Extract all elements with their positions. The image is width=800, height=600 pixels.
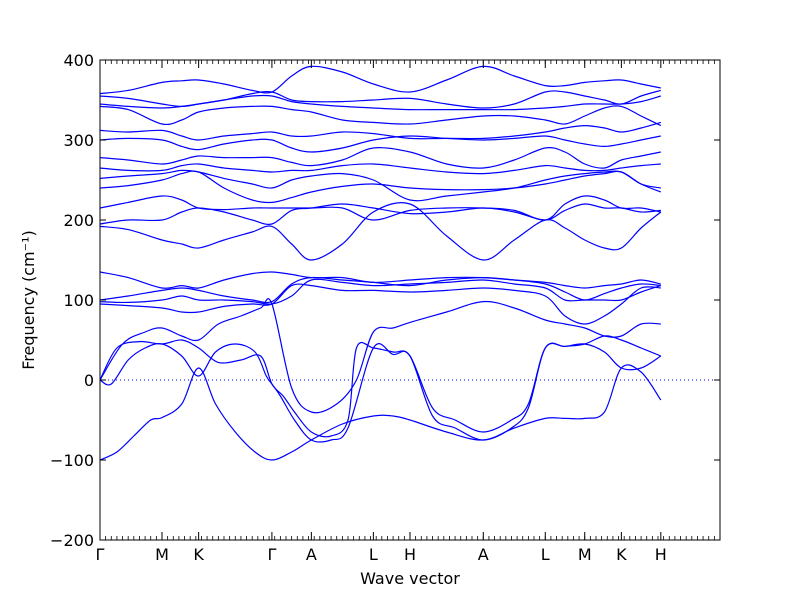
band-line-9 [99, 202, 662, 261]
band-line-13 [99, 169, 661, 202]
x-tick-label: L [541, 545, 550, 564]
x-tick-label: M [155, 545, 169, 564]
x-tick-label: L [369, 545, 378, 564]
y-tick-label: −200 [50, 531, 94, 550]
x-tick-label: A [306, 545, 317, 564]
band-line-15 [99, 147, 661, 169]
y-tick-label: −100 [50, 451, 94, 470]
band-line-4 [99, 298, 661, 414]
y-tick-label: 100 [63, 291, 94, 310]
band-line-17 [99, 121, 661, 141]
x-tick-label: M [578, 545, 592, 564]
x-axis-label: Wave vector [360, 569, 460, 588]
y-tick-label: 0 [84, 371, 94, 390]
x-tick-label: Γ [96, 545, 105, 564]
x-tick-label: A [478, 545, 489, 564]
band-line-18 [99, 105, 662, 127]
band-line-5 [99, 283, 661, 325]
x-tick-label: H [404, 545, 416, 564]
band-line-20 [99, 89, 661, 109]
band-line-1 [99, 364, 662, 461]
plot-frame [99, 59, 721, 541]
band-line-10 [99, 203, 661, 225]
x-tick-label: Γ [267, 545, 276, 564]
y-tick-label: 200 [63, 211, 94, 230]
x-tick-label: H [655, 545, 667, 564]
y-tick-label: 400 [63, 51, 94, 70]
phonon-bands [99, 65, 662, 461]
band-line-6 [99, 278, 662, 305]
band-line-21 [99, 65, 661, 95]
band-line-11 [99, 195, 661, 221]
x-tick-label: K [193, 545, 204, 564]
y-axis-label: Frequency (cm⁻¹) [19, 230, 38, 369]
band-line-14 [99, 163, 661, 175]
plot-area [100, 60, 720, 540]
x-tick-label: K [616, 545, 627, 564]
band-line-16 [99, 135, 661, 153]
y-tick-label: 300 [63, 131, 94, 150]
band-line-3 [99, 335, 662, 438]
band-line-8 [99, 271, 661, 289]
